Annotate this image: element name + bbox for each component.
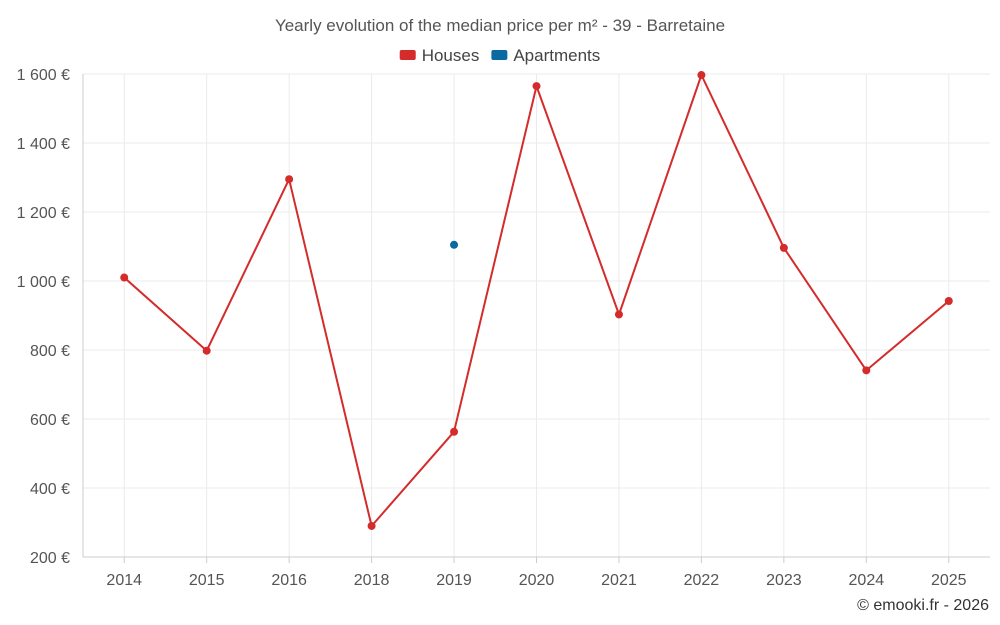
chart-title: Yearly evolution of the median price per… — [275, 16, 725, 35]
x-tick-label: 2016 — [271, 572, 307, 589]
data-point-houses[interactable] — [367, 521, 376, 530]
x-tick-label: 2020 — [519, 572, 555, 589]
y-tick-label: 1 000 € — [17, 274, 70, 291]
x-tick-label: 2019 — [436, 572, 472, 589]
legend-item-apartments[interactable]: Apartments — [491, 46, 600, 65]
legend-swatch — [399, 50, 416, 60]
x-tick-label: 2018 — [354, 572, 390, 589]
legend[interactable]: Houses Apartments — [399, 46, 601, 65]
legend-item-houses[interactable]: Houses — [399, 46, 480, 65]
y-tick-label: 800 € — [30, 343, 70, 360]
data-point-houses[interactable] — [697, 71, 706, 80]
data-point-houses[interactable] — [532, 82, 541, 91]
data-point-houses[interactable] — [944, 297, 953, 306]
credit-text: © emooki.fr - 2026 — [857, 597, 989, 614]
data-point-houses[interactable] — [450, 427, 459, 436]
x-tick-label: 2015 — [189, 572, 225, 589]
data-point-houses[interactable] — [862, 366, 871, 375]
data-point-houses[interactable] — [285, 175, 294, 184]
y-tick-label: 1 600 € — [17, 67, 70, 84]
data-point-houses[interactable] — [202, 346, 211, 355]
legend-label: Houses — [422, 46, 480, 65]
series — [120, 71, 953, 530]
grid — [83, 73, 990, 558]
x-tick-label: 2024 — [849, 572, 885, 589]
x-tick-label: 2021 — [601, 572, 637, 589]
x-tick-label: 2023 — [766, 572, 802, 589]
x-tick-label: 2022 — [684, 572, 720, 589]
legend-label: Apartments — [513, 46, 600, 65]
y-tick-label: 1 200 € — [17, 205, 70, 222]
axes: 200 € 400 € 600 € 800 € 1 000 € 1 200 € 1 400 … — [17, 67, 990, 589]
legend-swatch — [491, 50, 508, 60]
y-tick-label: 200 € — [30, 550, 70, 567]
x-tick-label: 2014 — [106, 572, 142, 589]
x-tick-label: 2025 — [931, 572, 967, 589]
y-tick-label: 400 € — [30, 481, 70, 498]
series-houses — [120, 71, 953, 530]
series-apartments — [450, 240, 459, 249]
data-point-apartments[interactable] — [450, 240, 459, 249]
data-point-houses[interactable] — [614, 310, 623, 319]
y-tick-label: 1 400 € — [17, 136, 70, 153]
data-point-houses[interactable] — [779, 243, 788, 252]
y-tick-label: 600 € — [30, 412, 70, 429]
data-point-houses[interactable] — [120, 273, 129, 282]
